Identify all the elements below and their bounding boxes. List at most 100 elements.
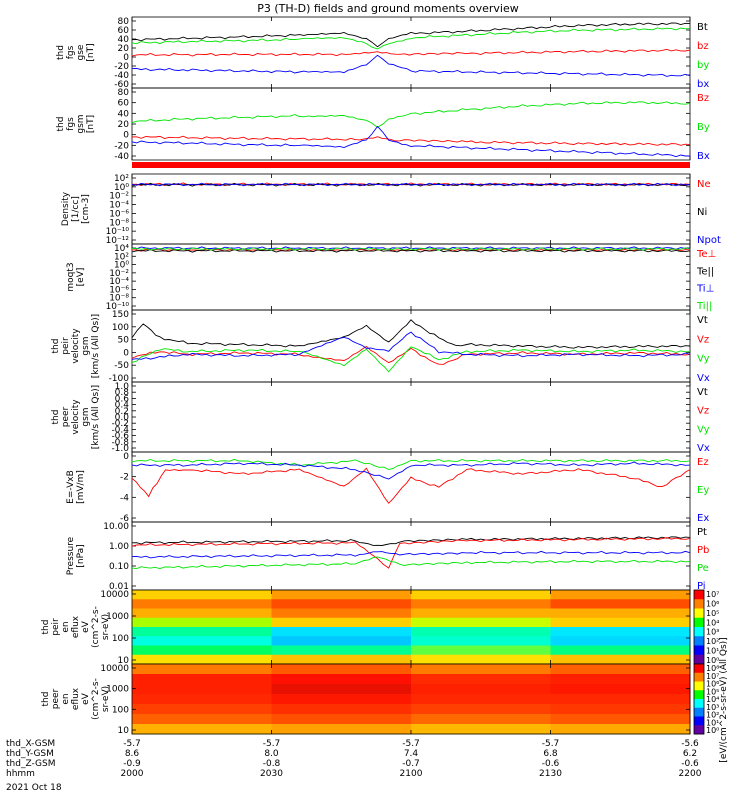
legend-label: Vx bbox=[697, 373, 710, 384]
heatmap-cell bbox=[132, 694, 272, 705]
y-tick-label: 10 bbox=[118, 726, 130, 736]
legend-label: Bz bbox=[697, 93, 709, 104]
x-axis-value: -0.6 bbox=[542, 759, 560, 769]
panel-4: 150 100 50 0 -50 -100 thd peir velocity gsm [km/s … bbox=[51, 309, 710, 384]
y-tick-label: 0.0 bbox=[115, 413, 130, 423]
heatmap-cell bbox=[550, 645, 691, 656]
legend-label: Pi bbox=[697, 581, 706, 592]
legend-label: Ey bbox=[697, 485, 709, 496]
x-axis-row-label: thd_Z-GSM bbox=[6, 759, 55, 769]
colorbar-segment bbox=[694, 608, 704, 619]
legend-label: Vz bbox=[697, 406, 709, 417]
y-tick-label: 80 bbox=[118, 88, 130, 98]
y-tick-label: -0.4 bbox=[111, 425, 129, 435]
y-tick-label: 0 bbox=[123, 53, 129, 63]
x-axis-value: -0.8 bbox=[263, 759, 281, 769]
y-tick-label: 10000 bbox=[100, 590, 129, 600]
colorbar-tick-label: 10⁶ bbox=[706, 680, 719, 689]
y-axis-label: [cm-3] bbox=[81, 194, 91, 224]
y-tick-label: -100 bbox=[109, 374, 130, 384]
series-line bbox=[131, 125, 691, 158]
legend-label: Vt bbox=[697, 315, 708, 326]
panel-frame bbox=[131, 87, 691, 161]
y-tick-label: 1.0 bbox=[115, 382, 130, 392]
x-axis-date: 2021 Oct 18 bbox=[6, 783, 62, 793]
y-axis-label: eV bbox=[81, 692, 91, 705]
colorbar-tick-label: 10⁵ bbox=[706, 609, 719, 618]
y-axis-label: peer bbox=[51, 688, 61, 709]
y-axis-label: eflux bbox=[71, 615, 81, 638]
colorbar-tick-label: 10⁶ bbox=[706, 599, 719, 608]
colorbar-segment bbox=[694, 627, 704, 637]
heatmap-cell bbox=[550, 684, 691, 695]
x-axis-value: 7.4 bbox=[404, 749, 419, 759]
heatmap-cell bbox=[132, 599, 272, 609]
colorbar-segment bbox=[694, 636, 704, 646]
heatmap-cell bbox=[411, 704, 551, 715]
colorbar-segment bbox=[694, 590, 704, 600]
x-axis-row-label: hhmm bbox=[6, 769, 35, 779]
x-axis-row-label: thd_X-GSM bbox=[6, 739, 55, 749]
panel-2: 10²10⁰10⁻²10⁻⁴10⁻⁶10⁻⁸10⁻¹⁰10⁻¹²Density[… bbox=[61, 173, 721, 246]
x-axis-value: -5.7 bbox=[402, 739, 420, 749]
heatmap-cell bbox=[271, 694, 412, 705]
y-axis-label: peir bbox=[61, 337, 71, 355]
heatmap-cell bbox=[271, 590, 412, 600]
y-axis-label: sr-eV) bbox=[101, 614, 111, 640]
x-axis-value: 2130 bbox=[539, 769, 562, 779]
heatmap-cell bbox=[411, 684, 551, 695]
colorbar-units-label: [eV/(cm^2-s-sr-eV) (All Qs)] bbox=[719, 637, 729, 762]
y-axis-label: Pressure bbox=[66, 536, 76, 575]
x-axis-value: -5.7 bbox=[542, 739, 560, 749]
colorbar-segment bbox=[694, 617, 704, 628]
colorbar-segment bbox=[694, 707, 704, 717]
x-axis-value: 8.6 bbox=[125, 749, 140, 759]
legend-label: Ti|| bbox=[696, 301, 712, 312]
y-tick-label: 10⁻⁸ bbox=[109, 218, 129, 228]
heatmap-cell bbox=[271, 724, 412, 735]
x-axis-value: 6.2 bbox=[683, 749, 697, 759]
y-tick-label: -50 bbox=[114, 361, 129, 371]
heatmap-cell bbox=[411, 627, 551, 637]
y-axis-label: [nT] bbox=[86, 115, 96, 133]
heatmap-cell bbox=[132, 645, 272, 656]
legend-label: Vt bbox=[697, 387, 708, 398]
y-tick-label: -20 bbox=[114, 141, 129, 151]
series-line bbox=[131, 249, 691, 253]
heatmap-cell bbox=[411, 654, 551, 665]
series-line bbox=[131, 54, 691, 77]
heatmap-cell bbox=[550, 654, 691, 665]
x-axis-value: -0.9 bbox=[123, 759, 141, 769]
y-tick-label: 1000 bbox=[106, 612, 129, 622]
heatmap-cell bbox=[132, 617, 272, 628]
y-tick-label: 10⁻² bbox=[109, 269, 129, 279]
y-axis-label: (cm^2-s- bbox=[91, 606, 101, 648]
x-axis-value: -5.7 bbox=[263, 739, 281, 749]
legend-label: Bt bbox=[697, 22, 708, 33]
series-line bbox=[131, 537, 691, 569]
y-tick-label: 0 bbox=[123, 452, 129, 462]
y-tick-label: 1.00 bbox=[109, 542, 129, 552]
heatmap-cell bbox=[271, 599, 412, 609]
legend-label: Npot bbox=[697, 235, 721, 246]
y-tick-label: 10⁻¹⁰ bbox=[106, 302, 130, 312]
legend-label: Ex bbox=[697, 513, 709, 524]
y-axis-label: eflux bbox=[71, 687, 81, 710]
legend-label: Bx bbox=[697, 151, 710, 162]
heatmap-cell bbox=[411, 664, 551, 675]
y-axis-label: thd bbox=[51, 410, 61, 425]
heatmap-cell bbox=[411, 694, 551, 705]
colorbar-tick-label: 10² bbox=[706, 711, 719, 720]
heatmap-cell bbox=[550, 627, 691, 637]
y-tick-label: 0.6 bbox=[115, 394, 130, 404]
heatmap-cell bbox=[411, 608, 551, 619]
series-line bbox=[131, 461, 691, 480]
heatmap-cell bbox=[132, 636, 272, 646]
y-tick-label: 0.8 bbox=[115, 388, 130, 398]
y-tick-label: 0.4 bbox=[115, 401, 130, 411]
y-tick-label: 60 bbox=[118, 99, 130, 109]
heatmap-cell bbox=[411, 674, 551, 685]
y-tick-label: -0.6 bbox=[111, 432, 129, 442]
